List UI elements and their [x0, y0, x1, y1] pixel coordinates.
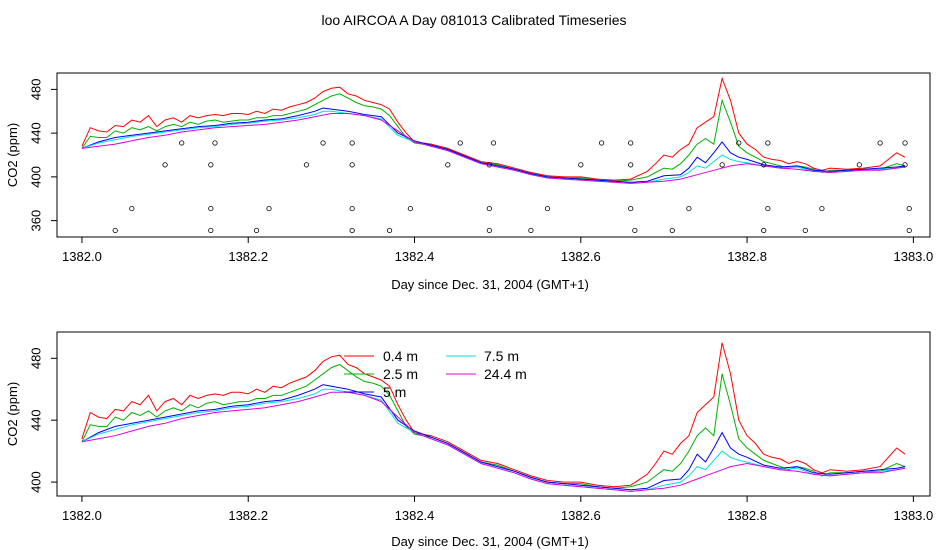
- top-marker-point: [906, 205, 912, 212]
- chart-legend: 0.4 m 2.5 m 5 m 7.5 m 24.4 m: [344, 348, 527, 400]
- bottom-x-axis-label: Day since Dec. 31, 2004 (GMT+1): [391, 534, 589, 549]
- top-marker-point: [208, 162, 214, 168]
- top-marker-point: [490, 140, 497, 146]
- top-marker-point: [112, 227, 118, 234]
- top-marker-point: [761, 227, 767, 234]
- top-marker-point: [486, 205, 492, 212]
- top-marker-point: [208, 205, 214, 212]
- bottom-y-tick-label: 440: [28, 409, 43, 431]
- bottom-x-tick-label: 1383.0: [893, 508, 933, 523]
- top-marker-point: [407, 205, 413, 212]
- top-y-tick-label: 400: [28, 166, 43, 188]
- top-x-tick-label: 1382.6: [561, 249, 601, 264]
- top-marker-point: [179, 140, 185, 146]
- top-series-series_24_4: [81, 113, 906, 184]
- legend-label-0-4: 0.4 m: [383, 348, 418, 364]
- top-marker-point: [598, 140, 605, 146]
- bottom-plot: 1382.0 1382.2 1382.4 1382.6 1382.8 1383.0 400 4…: [28, 342, 933, 523]
- top-marker-point: [212, 140, 218, 146]
- top-x-tick-label: 1382.0: [62, 249, 102, 264]
- bottom-y-tick-label: 480: [28, 347, 43, 369]
- top-plot: 1382.0 1382.2 1382.4 1382.6 1382.8 1383.0 360 4…: [28, 76, 933, 264]
- top-marker-point: [765, 205, 771, 212]
- top-marker-point: [765, 140, 771, 146]
- bottom-x-tick-label: 1382.6: [561, 508, 601, 523]
- top-marker-point: [628, 205, 634, 212]
- top-x-tick-label: 1382.4: [395, 249, 435, 264]
- top-x-tick-label: 1383.0: [893, 249, 933, 264]
- top-y-tick-label: 360: [28, 210, 43, 232]
- top-marker-point: [544, 205, 551, 212]
- top-x-tick-label: 1382.2: [228, 249, 268, 264]
- top-marker-point: [719, 162, 725, 168]
- top-marker-point: [736, 140, 742, 146]
- top-marker-point: [856, 162, 862, 168]
- bottom-y-axis-label: CO2 (ppm): [5, 382, 20, 446]
- top-marker-point: [686, 205, 692, 212]
- top-marker-point: [303, 162, 310, 168]
- chart-title: loo AIRCOA A Day 081013 Calibrated Times…: [321, 12, 626, 28]
- top-x-tick-label: 1382.8: [727, 249, 767, 264]
- top-marker-point: [253, 227, 260, 234]
- bottom-plot-frame: [56, 331, 931, 497]
- legend-label-7-5: 7.5 m: [484, 348, 519, 364]
- top-marker-point: [208, 227, 214, 234]
- top-x-axis-label: Day since Dec. 31, 2004 (GMT+1): [391, 277, 589, 292]
- top-y-tick-label: 480: [28, 79, 43, 101]
- top-marker-point: [669, 227, 675, 234]
- top-y-tick-label: 440: [28, 122, 43, 144]
- bottom-y-tick-label: 400: [28, 471, 43, 493]
- bottom-x-tick-label: 1382.4: [395, 508, 435, 523]
- top-marker-point: [349, 140, 355, 146]
- top-marker-point: [632, 227, 638, 234]
- top-marker-point: [266, 205, 272, 212]
- bottom-x-tick-label: 1382.2: [228, 508, 268, 523]
- top-marker-point: [628, 162, 634, 168]
- top-marker-point: [528, 227, 534, 234]
- top-marker-point: [802, 227, 808, 234]
- top-marker-point: [457, 140, 463, 146]
- bottom-series-series_5: [81, 384, 906, 491]
- bottom-x-tick-label: 1382.0: [62, 508, 102, 523]
- top-plot-frame: [56, 72, 931, 238]
- top-marker-point: [906, 227, 912, 234]
- top-marker-point: [902, 140, 908, 146]
- top-marker-point: [628, 140, 634, 146]
- top-marker-point: [819, 205, 825, 212]
- legend-label-5: 5 m: [383, 384, 406, 400]
- top-marker-point: [445, 162, 451, 168]
- top-marker-point: [129, 205, 135, 212]
- top-marker-point: [902, 162, 908, 168]
- top-marker-point: [349, 205, 355, 212]
- top-marker-point: [320, 140, 326, 146]
- top-marker-point: [349, 227, 355, 234]
- top-series-series_5: [81, 107, 906, 183]
- top-marker-point: [349, 162, 355, 168]
- legend-label-24-4: 24.4 m: [484, 366, 527, 382]
- bottom-series-series_24_4: [81, 391, 906, 492]
- top-marker-point: [761, 162, 767, 168]
- top-marker-point: [578, 162, 584, 168]
- top-marker-point: [486, 227, 492, 234]
- bottom-x-tick-label: 1382.8: [727, 508, 767, 523]
- top-marker-point: [386, 227, 393, 234]
- legend-label-2-5: 2.5 m: [383, 366, 418, 382]
- bottom-series-series_7_5: [81, 388, 906, 492]
- top-marker-point: [162, 162, 168, 168]
- top-y-axis-label: CO2 (ppm): [5, 123, 20, 187]
- top-marker-point: [877, 140, 883, 146]
- top-marker-point: [486, 162, 492, 168]
